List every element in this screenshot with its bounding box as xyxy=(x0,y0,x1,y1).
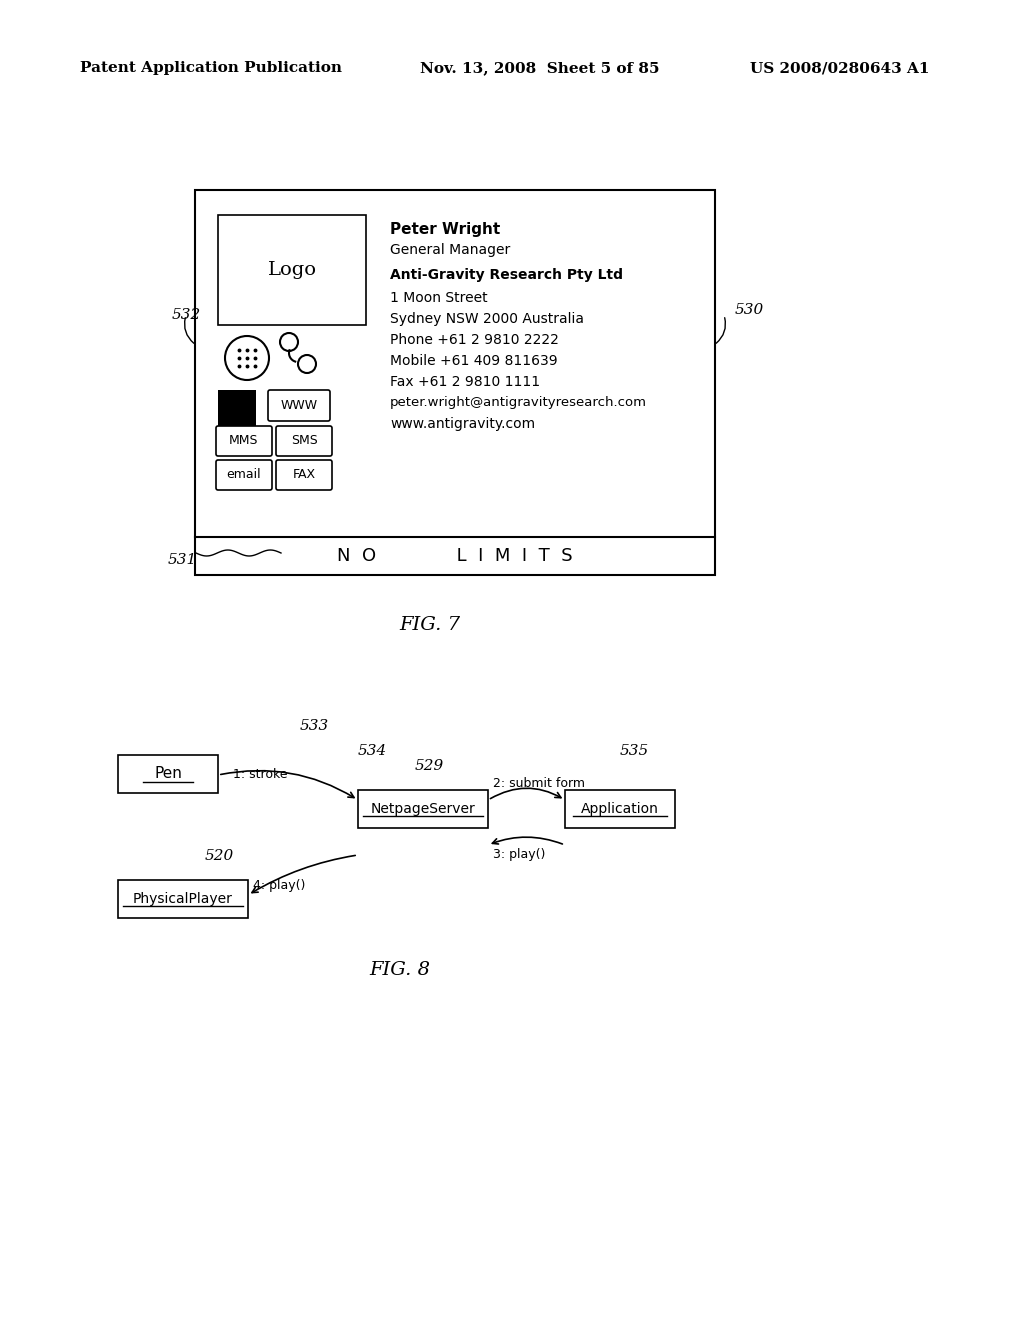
Text: Sydney NSW 2000 Australia: Sydney NSW 2000 Australia xyxy=(390,312,584,326)
Text: US 2008/0280643 A1: US 2008/0280643 A1 xyxy=(750,61,930,75)
Text: 3: play(): 3: play() xyxy=(493,847,546,861)
FancyBboxPatch shape xyxy=(276,426,332,455)
Text: 520: 520 xyxy=(205,849,234,863)
Text: Mobile +61 409 811639: Mobile +61 409 811639 xyxy=(390,354,558,368)
Text: Logo: Logo xyxy=(267,261,316,279)
FancyBboxPatch shape xyxy=(216,459,272,490)
FancyBboxPatch shape xyxy=(268,389,330,421)
Text: 530: 530 xyxy=(735,304,764,317)
Text: 535: 535 xyxy=(620,744,649,758)
Text: 1 Moon Street: 1 Moon Street xyxy=(390,290,487,305)
Text: 2: submit form: 2: submit form xyxy=(493,777,585,789)
Text: Patent Application Publication: Patent Application Publication xyxy=(80,61,342,75)
Bar xyxy=(565,789,675,828)
Text: www.antigravity.com: www.antigravity.com xyxy=(390,417,536,432)
Text: email: email xyxy=(226,469,261,482)
Text: Pen: Pen xyxy=(154,767,182,781)
Text: PhysicalPlayer: PhysicalPlayer xyxy=(133,892,232,906)
Bar xyxy=(118,880,248,917)
Text: 1: stroke: 1: stroke xyxy=(233,768,288,781)
Text: 532: 532 xyxy=(172,308,202,322)
Bar xyxy=(118,755,218,793)
Text: WWW: WWW xyxy=(281,399,317,412)
Text: SMS: SMS xyxy=(291,434,317,447)
FancyBboxPatch shape xyxy=(276,459,332,490)
Text: Anti-Gravity Research Pty Ltd: Anti-Gravity Research Pty Ltd xyxy=(390,268,623,282)
Bar xyxy=(358,789,488,828)
Text: FIG. 7: FIG. 7 xyxy=(399,616,461,634)
Text: 533: 533 xyxy=(300,719,330,733)
Text: MMS: MMS xyxy=(229,434,259,447)
Bar xyxy=(218,215,366,325)
Text: Phone +61 2 9810 2222: Phone +61 2 9810 2222 xyxy=(390,333,559,347)
Text: Application: Application xyxy=(581,803,658,816)
Text: peter.wright@antigravityresearch.com: peter.wright@antigravityresearch.com xyxy=(390,396,647,409)
Text: General Manager: General Manager xyxy=(390,243,510,257)
Text: Fax +61 2 9810 1111: Fax +61 2 9810 1111 xyxy=(390,375,540,389)
Text: NetpageServer: NetpageServer xyxy=(371,803,475,816)
Text: 534: 534 xyxy=(358,744,387,758)
Text: FAX: FAX xyxy=(293,469,315,482)
FancyBboxPatch shape xyxy=(216,426,272,455)
Text: Peter Wright: Peter Wright xyxy=(390,222,501,238)
Bar xyxy=(195,190,715,576)
Text: 531: 531 xyxy=(168,553,198,568)
Text: 4: play(): 4: play() xyxy=(253,879,305,891)
Text: 529: 529 xyxy=(415,759,444,774)
Bar xyxy=(218,389,256,432)
Text: Nov. 13, 2008  Sheet 5 of 85: Nov. 13, 2008 Sheet 5 of 85 xyxy=(420,61,659,75)
Text: N  O              L  I  M  I  T  S: N O L I M I T S xyxy=(337,546,572,565)
Text: FIG. 8: FIG. 8 xyxy=(370,961,430,979)
